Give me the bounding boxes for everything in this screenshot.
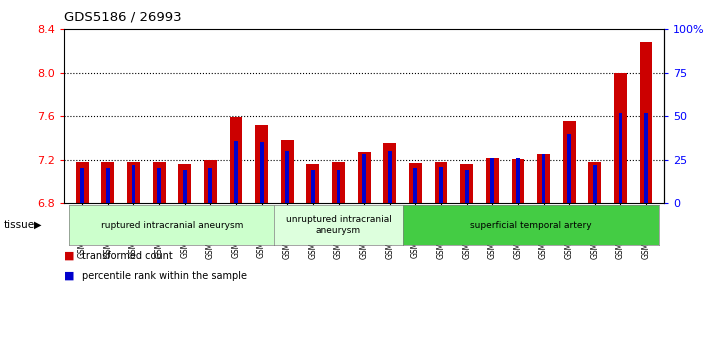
Bar [593, 165, 597, 203]
Text: superficial temporal artery: superficial temporal artery [470, 221, 592, 229]
Bar [255, 125, 268, 203]
Bar [640, 42, 653, 203]
Bar [230, 117, 242, 203]
Text: ▶: ▶ [34, 220, 42, 230]
Bar [388, 151, 392, 203]
Bar [332, 162, 345, 203]
Bar [362, 155, 366, 203]
Bar [281, 140, 293, 203]
Bar [204, 160, 217, 203]
Bar [127, 162, 140, 203]
Text: percentile rank within the sample: percentile rank within the sample [82, 271, 247, 281]
Bar [208, 168, 212, 203]
Text: ■: ■ [64, 271, 75, 281]
Bar [183, 170, 186, 203]
Bar [358, 152, 371, 203]
Bar [588, 162, 601, 203]
Bar [618, 113, 623, 203]
Bar [234, 140, 238, 203]
Bar [486, 158, 498, 203]
Bar [542, 155, 545, 203]
Bar [260, 142, 263, 203]
Bar [153, 162, 166, 203]
Bar [511, 159, 524, 203]
Text: transformed count: transformed count [82, 251, 173, 261]
Bar [461, 164, 473, 203]
Bar [409, 163, 422, 203]
Bar [157, 168, 161, 203]
Bar [101, 162, 114, 203]
Bar [106, 168, 110, 203]
Text: ruptured intracranial aneurysm: ruptured intracranial aneurysm [101, 221, 243, 229]
Text: GDS5186 / 26993: GDS5186 / 26993 [64, 11, 182, 24]
Text: unruptured intracranial
aneurysm: unruptured intracranial aneurysm [286, 215, 391, 235]
Text: tissue: tissue [4, 220, 35, 230]
Bar [435, 162, 448, 203]
Bar [336, 170, 341, 203]
Bar [465, 170, 468, 203]
Bar [537, 154, 550, 203]
Bar [80, 168, 84, 203]
Bar [413, 168, 417, 203]
Bar [439, 167, 443, 203]
Bar [383, 143, 396, 203]
Text: ■: ■ [64, 251, 75, 261]
Bar [311, 170, 315, 203]
Bar [76, 162, 89, 203]
Bar [516, 158, 520, 203]
Bar [491, 158, 494, 203]
Bar [563, 121, 575, 203]
Bar [614, 73, 627, 203]
Bar [644, 113, 648, 203]
Bar [178, 164, 191, 203]
Bar [306, 164, 319, 203]
Bar [567, 134, 571, 203]
Bar [286, 151, 289, 203]
Bar [131, 165, 136, 203]
